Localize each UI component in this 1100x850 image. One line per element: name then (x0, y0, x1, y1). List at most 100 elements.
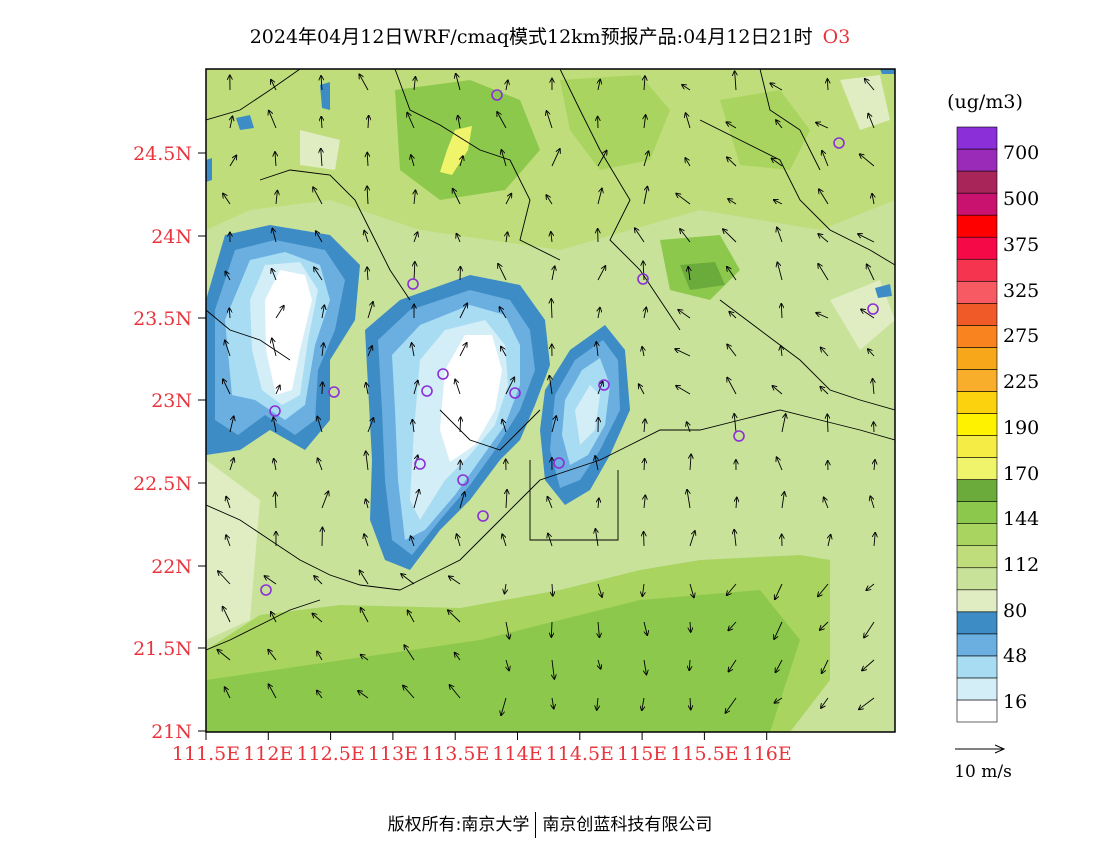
wind-arrow (687, 490, 691, 509)
wind-arrow (552, 583, 553, 596)
wind-arrow (727, 344, 737, 357)
wind-arrow (456, 74, 461, 91)
colorbar-swatch (956, 611, 998, 635)
colorbar-label: 325 (1003, 280, 1039, 302)
colorbar-swatch (956, 457, 998, 480)
wind-arrow (547, 497, 553, 509)
colorbar-swatch (956, 236, 998, 260)
wind-arrow (321, 117, 322, 129)
colorbar-label: 700 (1003, 142, 1039, 164)
wind-arrow (506, 232, 507, 243)
wind-arrow (367, 346, 372, 357)
colorbar: 16 48 80 112 144 170 190 225 275 325 375 500 700 (956, 126, 1039, 723)
wind-arrow (549, 376, 552, 395)
wind-arrow (312, 613, 323, 623)
wind-arrow (689, 531, 695, 547)
wind-arrow (675, 349, 691, 357)
wind-arrow (639, 384, 645, 395)
wind-arrow (223, 379, 231, 395)
wind-arrow (729, 312, 737, 319)
wind-arrow (321, 491, 328, 509)
wind-arrow (642, 583, 644, 596)
lon-tick-label: 115.5E (670, 743, 738, 765)
colorbar-unit: (ug/m3) (947, 91, 1023, 113)
colorbar-swatch (956, 302, 998, 326)
copyright-left: 版权所有:南京大学 (387, 815, 530, 835)
station-marker (407, 278, 419, 290)
wind-legend-label: 10 m/s (954, 762, 1012, 782)
wind-arrow (551, 149, 560, 167)
wind-arrow (401, 574, 415, 585)
station-marker (421, 385, 433, 397)
wind-arrow (597, 151, 607, 167)
wind-arrow (827, 79, 828, 91)
wind-arrow (322, 305, 324, 319)
wind-arrow (818, 583, 829, 596)
wind-arrow (265, 576, 277, 585)
wind-arrow (366, 499, 368, 509)
wind-arrow (459, 343, 467, 357)
wind-legend-arrowhead (994, 744, 1006, 754)
colorbar-swatch (956, 699, 998, 723)
wind-arrow (361, 608, 369, 623)
wind-arrow (367, 267, 368, 281)
colorbar-swatch (956, 567, 998, 591)
map-title: 2024年04月12日WRF/cmaq模式12km预报产品:04月12日21时 O… (0, 22, 1100, 49)
wind-arrow (680, 229, 691, 243)
wind-arrow (458, 116, 460, 129)
wind-arrow (874, 460, 875, 471)
wind-arrow (364, 534, 369, 547)
wind-arrow (734, 530, 736, 547)
wind-arrow (275, 152, 276, 167)
wind-arrow (873, 379, 874, 395)
wind-arrow (364, 231, 369, 243)
station-marker (414, 458, 426, 470)
lat-tick-label: 24.5N (133, 143, 192, 165)
station-marker (637, 273, 649, 285)
wind-arrow (860, 154, 875, 167)
station-marker (833, 137, 845, 149)
wind-arrow (868, 349, 875, 357)
wind-arrow (723, 229, 737, 243)
wind-arrow (643, 151, 649, 167)
wind-arrow (822, 659, 829, 673)
wind-arrow (460, 417, 461, 433)
wind-arrow (316, 231, 323, 243)
wind-arrow (366, 451, 368, 471)
wind-arrow (774, 621, 783, 639)
wind-arrow (318, 458, 323, 471)
lat-tick-label: 23.5N (133, 308, 192, 330)
wind-arrow (453, 189, 461, 205)
wind-arrow (727, 378, 737, 395)
colorbar-swatch (956, 391, 998, 414)
copyright-footer: 版权所有:南京大学 南京创蓝科技有限公司 (0, 810, 1100, 838)
wind-arrow (862, 659, 875, 670)
wind-arrow (271, 80, 277, 91)
wind-arrow (728, 621, 737, 630)
colorbar-label: 144 (1003, 508, 1039, 530)
wind-arrow (359, 74, 369, 91)
station-marker (598, 379, 610, 391)
wind-arrow (777, 457, 783, 471)
wind-arrow (736, 498, 737, 509)
wind-arrow (367, 418, 373, 433)
wind-arrow (597, 583, 602, 597)
lon-tick-label: 112.5E (296, 743, 364, 765)
wind-arrow (770, 83, 783, 91)
colorbar-label: 48 (1003, 645, 1027, 667)
station-marker (509, 387, 521, 399)
station-marker (477, 510, 489, 522)
wind-arrow (321, 76, 322, 91)
station-marker (491, 89, 503, 101)
wind-arrow (314, 576, 323, 585)
wind-arrow (505, 377, 514, 395)
wind-arrow (644, 76, 645, 91)
wind-arrow (411, 536, 414, 547)
lon-tick-label: 113E (368, 743, 418, 765)
wind-arrow (598, 80, 600, 91)
colorbar-swatch (956, 501, 998, 524)
wind-arrow (595, 456, 598, 471)
wind-arrow (644, 621, 647, 635)
station-marker (269, 405, 281, 417)
wind-arrow (776, 659, 783, 672)
